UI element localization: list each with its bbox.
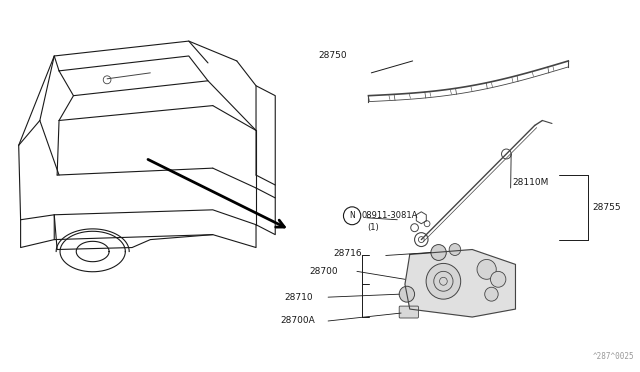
Text: ^287^0025: ^287^0025 [593,352,634,361]
Circle shape [426,263,461,299]
Circle shape [399,286,415,302]
Circle shape [484,287,498,301]
FancyBboxPatch shape [399,306,419,318]
Text: 28710: 28710 [285,293,314,302]
Circle shape [490,271,506,287]
Text: 28700: 28700 [309,267,337,276]
Circle shape [431,244,446,260]
Text: 28700A: 28700A [280,317,315,326]
Circle shape [449,244,461,256]
Circle shape [477,259,496,279]
Text: N: N [349,211,355,220]
Text: 28110M: 28110M [513,177,549,186]
Text: 28716: 28716 [333,249,362,258]
Text: 28750: 28750 [319,51,347,61]
Text: 08911-3081A: 08911-3081A [362,211,418,220]
Text: 28755: 28755 [593,203,621,212]
Polygon shape [405,250,515,317]
Text: (1): (1) [367,223,380,232]
